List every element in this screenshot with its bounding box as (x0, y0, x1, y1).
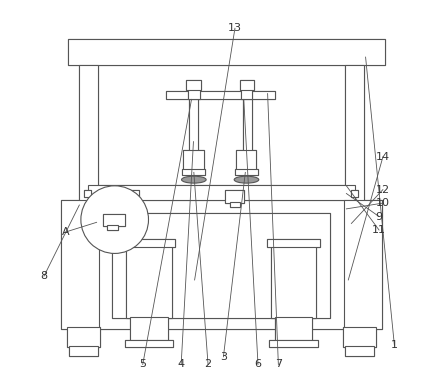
Bar (112, 213, 330, 319)
Bar (61, 200, 98, 329)
Text: A: A (62, 227, 70, 237)
Bar (61, 200, 98, 329)
Bar (229, 202, 240, 207)
Text: 5: 5 (139, 360, 146, 370)
Bar (98, 200, 345, 329)
Bar (188, 89, 200, 99)
Bar (345, 346, 374, 356)
Bar (68, 39, 385, 65)
Bar (124, 202, 135, 207)
Bar (122, 239, 175, 247)
Text: 11: 11 (372, 225, 386, 235)
Bar (166, 91, 275, 99)
Bar (234, 169, 258, 175)
Bar (126, 246, 171, 319)
Text: 9: 9 (376, 212, 383, 221)
Bar (241, 89, 252, 99)
Bar (107, 224, 118, 229)
Bar (269, 339, 318, 347)
Bar (88, 185, 355, 200)
Bar (69, 346, 98, 356)
Bar (229, 202, 240, 207)
Text: 6: 6 (254, 360, 261, 370)
Bar (243, 99, 252, 151)
Bar (351, 190, 358, 197)
Text: 2: 2 (205, 360, 212, 370)
Text: 8: 8 (40, 271, 47, 281)
Bar (188, 89, 200, 99)
Bar (240, 80, 254, 90)
Bar (345, 65, 364, 253)
Bar (124, 339, 174, 347)
Text: 12: 12 (376, 185, 390, 195)
Bar (122, 239, 175, 247)
Text: 4: 4 (178, 360, 185, 370)
Bar (182, 169, 206, 175)
Bar (345, 200, 382, 329)
Bar (241, 89, 252, 99)
Bar (124, 202, 135, 207)
Bar (345, 200, 382, 329)
Bar (186, 80, 201, 90)
Bar (166, 91, 275, 99)
Bar (243, 99, 252, 151)
Bar (130, 317, 168, 340)
Bar (271, 246, 316, 319)
Bar (183, 151, 204, 170)
Bar (84, 190, 91, 197)
Bar (267, 239, 320, 247)
Bar (343, 327, 376, 347)
Circle shape (81, 186, 148, 253)
Bar (107, 224, 118, 229)
Bar (79, 65, 98, 253)
Ellipse shape (234, 176, 259, 183)
Bar (84, 190, 91, 197)
Bar (271, 246, 316, 319)
Bar (120, 190, 139, 203)
Bar (182, 169, 206, 175)
Bar (183, 151, 204, 170)
Bar (69, 346, 98, 356)
Bar (120, 190, 139, 203)
Bar (189, 99, 198, 151)
Bar (269, 339, 318, 347)
Text: 3: 3 (220, 352, 227, 362)
Ellipse shape (182, 176, 206, 183)
Bar (79, 65, 98, 253)
Bar (236, 151, 256, 170)
Text: 14: 14 (376, 152, 390, 162)
Bar (343, 327, 376, 347)
Text: 7: 7 (275, 360, 282, 370)
Bar (112, 213, 330, 319)
Bar (275, 317, 312, 340)
Bar (186, 80, 201, 90)
Bar (124, 339, 174, 347)
Bar (240, 80, 254, 90)
Bar (351, 190, 358, 197)
Bar (275, 317, 312, 340)
Bar (234, 169, 258, 175)
Bar (67, 327, 100, 347)
Bar (225, 190, 244, 203)
Text: 1: 1 (391, 340, 398, 350)
Bar (267, 239, 320, 247)
Bar (103, 214, 125, 226)
Bar (236, 151, 256, 170)
Bar (68, 39, 385, 65)
Bar (126, 246, 171, 319)
Bar (130, 317, 168, 340)
Bar (345, 65, 364, 253)
Bar (189, 99, 198, 151)
Bar (103, 214, 125, 226)
Bar (88, 185, 355, 200)
Bar (345, 346, 374, 356)
Text: 13: 13 (228, 23, 242, 33)
Bar (225, 190, 244, 203)
Bar (67, 327, 100, 347)
Text: 10: 10 (376, 198, 390, 208)
Bar (98, 200, 345, 329)
